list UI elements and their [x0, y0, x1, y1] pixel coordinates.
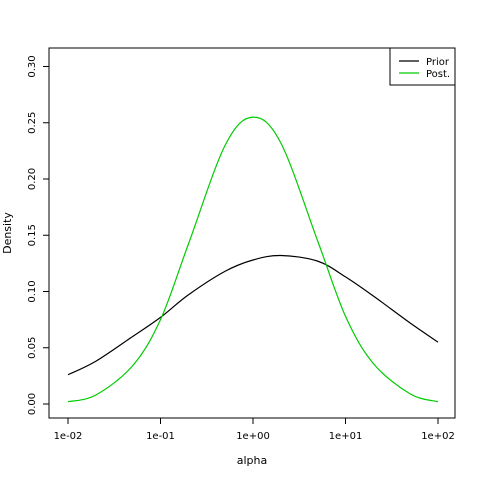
- x-tick-label: 1e-01: [146, 431, 175, 442]
- x-tick-label: 1e-02: [54, 431, 83, 442]
- plot-frame: [48, 47, 456, 419]
- x-tick-label: 1e+00: [236, 431, 270, 442]
- y-tick-label: 0.15: [27, 224, 38, 246]
- y-tick-label: 0.10: [27, 280, 38, 302]
- y-tick-label: 0.25: [27, 112, 38, 134]
- legend-label-prior: Prior: [426, 57, 450, 68]
- y-axis: 0.00 0.05 0.10 0.15 0.20 0.25 0.30: [27, 55, 50, 415]
- y-axis-label: Density: [1, 212, 14, 254]
- series-line-prior: [67, 254, 439, 376]
- series-layer: [67, 116, 439, 403]
- y-tick-label: 0.30: [27, 55, 38, 77]
- y-tick-label: 0.00: [27, 393, 38, 415]
- series-line-post: [67, 116, 439, 403]
- y-tick-label: 0.05: [27, 337, 38, 359]
- x-tick-label: 1e+01: [329, 431, 363, 442]
- legend-box: [389, 47, 456, 86]
- legend-label-post: Post.: [426, 69, 450, 80]
- y-tick-label: 0.20: [27, 168, 38, 190]
- x-axis: 1e-02 1e-01 1e+00 1e+01 1e+02: [54, 417, 455, 442]
- x-axis-label: alpha: [237, 454, 268, 467]
- x-tick-label: 1e+02: [421, 431, 455, 442]
